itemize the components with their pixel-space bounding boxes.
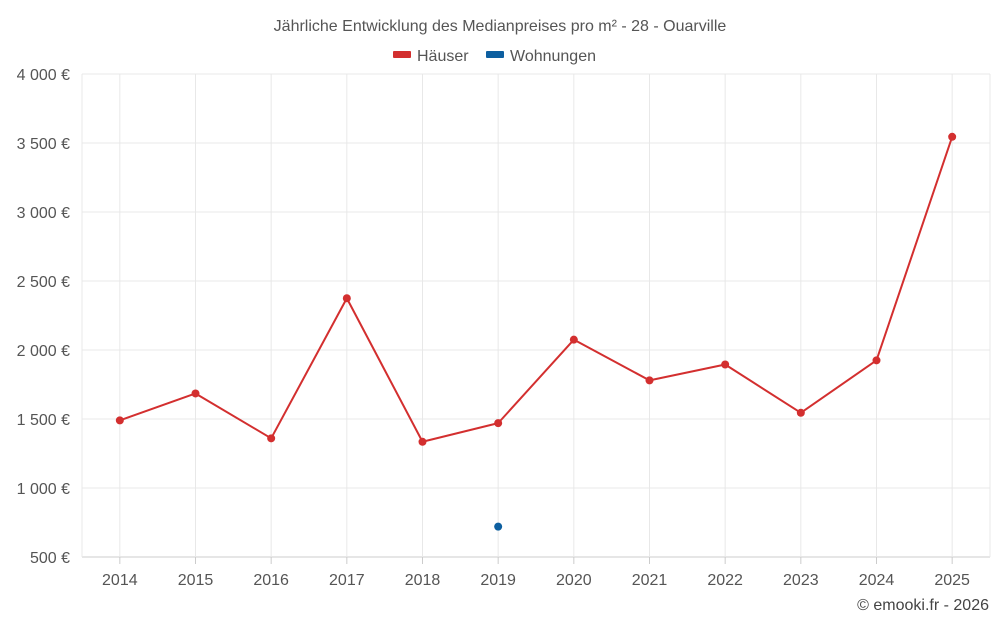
series-wohnungen <box>494 522 503 531</box>
legend-swatch-haeuser <box>393 51 411 58</box>
x-tick-label: 2022 <box>707 572 743 589</box>
x-tick-label: 2019 <box>480 572 516 589</box>
legend-item-wohnungen[interactable]: Wohnungen <box>486 48 596 65</box>
gridlines <box>81 73 991 558</box>
data-point-haeuser-2024[interactable] <box>872 356 881 365</box>
data-point-haeuser-2015[interactable] <box>191 389 200 398</box>
x-tick-label: 2020 <box>556 572 592 589</box>
series-line-haeuser <box>119 136 954 443</box>
data-point-haeuser-2014[interactable] <box>115 416 124 425</box>
data-point-haeuser-2020[interactable] <box>569 335 578 344</box>
x-tick-label: 2023 <box>783 572 819 589</box>
x-tick-label: 2017 <box>329 572 365 589</box>
chart-title: Jährliche Entwicklung des Medianpreises … <box>274 18 727 35</box>
legend-label-haeuser: Häuser <box>417 48 469 65</box>
y-tick-label: 3 000 € <box>17 205 70 222</box>
data-point-haeuser-2025[interactable] <box>948 132 957 141</box>
x-tick-label: 2018 <box>405 572 441 589</box>
x-tick-label: 2016 <box>253 572 289 589</box>
legend: Häuser Wohnungen <box>393 48 596 65</box>
y-tick-label: 3 500 € <box>17 136 70 153</box>
x-tick-label: 2024 <box>859 572 895 589</box>
y-tick-label: 1 500 € <box>17 412 70 429</box>
data-point-haeuser-2016[interactable] <box>267 434 276 443</box>
x-tick-label: 2014 <box>102 572 138 589</box>
x-tick-label: 2025 <box>934 572 970 589</box>
data-point-haeuser-2017[interactable] <box>342 294 351 303</box>
legend-item-haeuser[interactable]: Häuser <box>393 48 469 65</box>
data-point-wohnungen-2019[interactable] <box>494 522 503 531</box>
x-tick-label: 2015 <box>178 572 214 589</box>
series-haeuser <box>115 132 957 446</box>
data-point-haeuser-2018[interactable] <box>418 437 427 446</box>
y-tick-label: 2 000 € <box>17 343 70 360</box>
y-tick-label: 1 000 € <box>17 481 70 498</box>
x-tick-label: 2021 <box>632 572 668 589</box>
legend-label-wohnungen: Wohnungen <box>510 48 596 65</box>
y-axis: 500 € 1 000 € 1 500 € 2 000 € 2 500 € 3 000 €… <box>17 67 70 567</box>
legend-swatch-wohnungen <box>486 51 504 58</box>
x-axis: 2014 2015 2016 2017 2018 2019 2020 2021 2022 2023… <box>102 557 970 589</box>
y-tick-label: 4 000 € <box>17 67 70 84</box>
series-layer <box>115 132 957 531</box>
data-point-haeuser-2021[interactable] <box>645 376 654 385</box>
data-point-haeuser-2019[interactable] <box>494 419 503 428</box>
credit-text: © emooki.fr - 2026 <box>857 597 989 614</box>
data-point-haeuser-2022[interactable] <box>721 360 730 369</box>
data-point-haeuser-2023[interactable] <box>796 408 805 417</box>
y-tick-label: 500 € <box>30 550 70 567</box>
y-tick-label: 2 500 € <box>17 274 70 291</box>
